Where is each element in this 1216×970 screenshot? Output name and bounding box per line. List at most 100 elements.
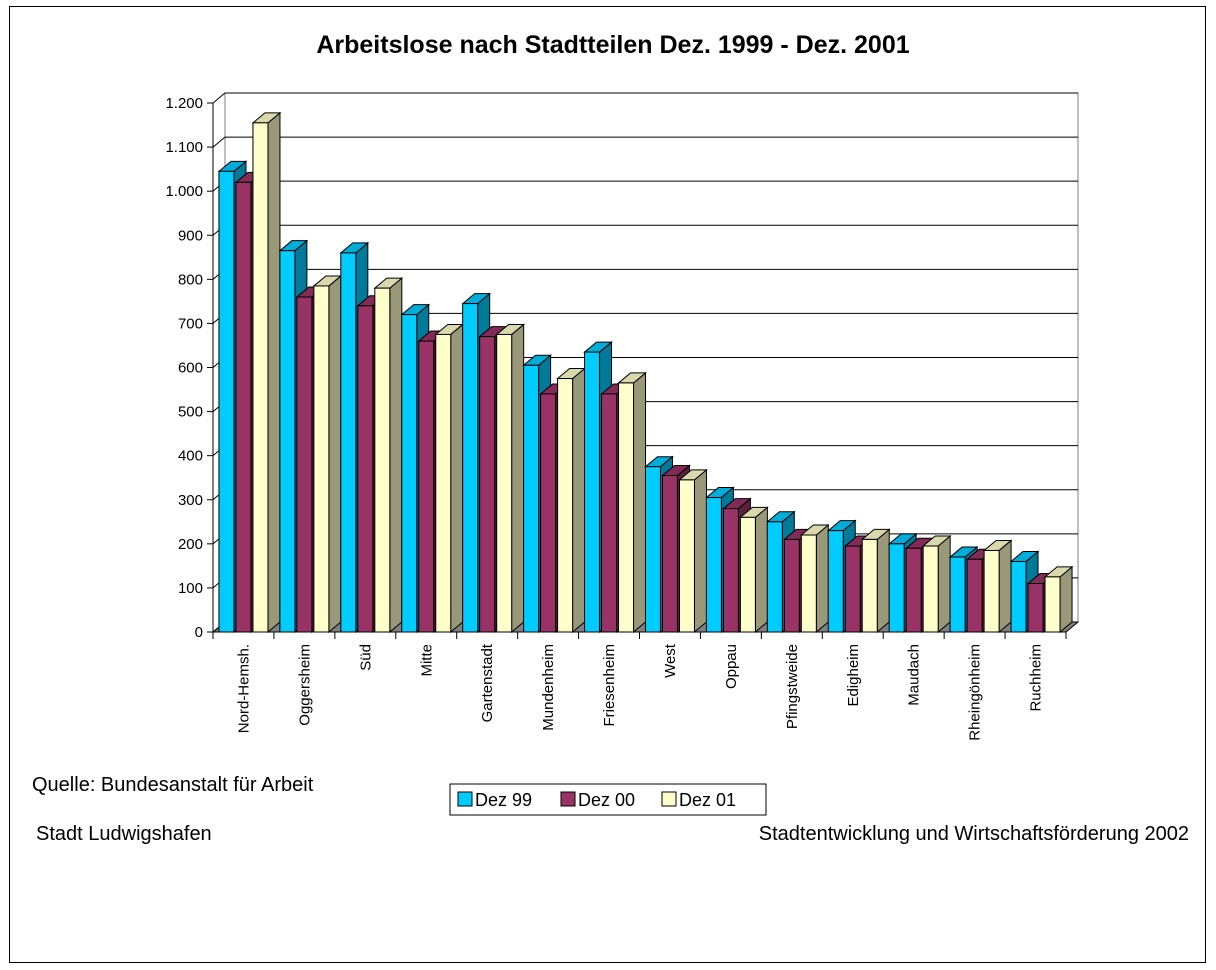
bar-front [218, 170, 235, 633]
bar-front [496, 333, 513, 633]
bar-front [462, 303, 479, 633]
bar [434, 323, 465, 634]
gridline [212, 92, 1078, 104]
bar-front [401, 314, 418, 633]
bar-side [267, 111, 281, 634]
bar-front [435, 333, 452, 633]
x-tick-label: West [662, 643, 679, 678]
y-tick-label: 900 [178, 227, 203, 244]
bar-front [844, 545, 861, 633]
x-tick-label: Gartenstadt [479, 643, 496, 722]
bar-front [601, 393, 618, 633]
bar [678, 468, 708, 634]
x-tick-label: Oppau [723, 644, 740, 689]
bars [217, 111, 1074, 634]
bar [1043, 565, 1074, 634]
x-tick-label: Edigheim [845, 644, 862, 707]
gridline [212, 136, 1078, 148]
bar-front [374, 287, 391, 633]
source-note: Quelle: Bundesanstalt für Arbeit [32, 774, 314, 796]
bar-side [389, 277, 403, 634]
bar-front [888, 543, 905, 633]
bar-front [722, 508, 739, 633]
x-tick-label: Ruchheim [1028, 644, 1045, 712]
x-tick-label: Mitte [418, 644, 435, 677]
bar [860, 528, 891, 634]
x-tick-label: Maudach [906, 644, 923, 706]
chart-title: Arbeitslose nach Stadtteilen Dez. 1999 -… [316, 31, 909, 59]
legend-box [449, 783, 767, 816]
bar-front [1010, 560, 1027, 633]
bar-side [1059, 565, 1073, 634]
x-tick-label: Oggersheim [296, 644, 313, 726]
bar-front [1044, 576, 1061, 633]
legend-label: Dez 99 [475, 790, 532, 810]
bar-front [252, 122, 269, 633]
legend-swatch [560, 791, 576, 807]
bar-front [235, 181, 252, 633]
bar-side [328, 274, 342, 634]
bar-front [557, 378, 574, 633]
y-tick-label: 700 [178, 315, 203, 332]
bar-front [983, 549, 1000, 633]
bar-front [540, 393, 557, 633]
x-tick-label: Rheingönheim [967, 644, 984, 741]
bar-front [1027, 583, 1044, 633]
x-axis: Nord-Hemsh. Oggersheim Süd Mitte Gartenstadt… [212, 631, 1067, 741]
bar-front [922, 545, 939, 633]
bar-chart: Arbeitslose nach Stadtteilen Dez. 1999 -… [165, 31, 1080, 816]
x-tick-label: Mundenheim [540, 644, 557, 731]
gridline [212, 224, 1078, 236]
bar-side [937, 534, 951, 634]
x-tick-label: Süd [357, 644, 374, 671]
bar-front [584, 351, 601, 633]
bar-front [644, 466, 661, 633]
bar [251, 111, 282, 634]
legend-label: Dez 01 [679, 790, 736, 810]
bar-side [998, 539, 1012, 634]
bar-side [450, 323, 464, 634]
bar-front [861, 538, 878, 633]
y-tick-label: 200 [178, 536, 203, 553]
y-tick-label: 100 [178, 580, 203, 597]
bar-side [693, 468, 707, 634]
bar-side [511, 323, 525, 634]
bar-front [705, 497, 722, 633]
legend-item: Dez 01 [661, 790, 736, 810]
y-tick-label: 800 [178, 271, 203, 288]
legend-item: Dez 00 [560, 790, 635, 810]
bar [799, 523, 830, 634]
y-tick-label: 600 [178, 360, 203, 377]
bar [373, 277, 404, 634]
bar-front [340, 252, 357, 633]
gridline [212, 180, 1078, 192]
x-tick-label: Pfingstweide [784, 644, 801, 729]
y-tick-label: 400 [178, 448, 203, 465]
bar-side [754, 506, 768, 634]
bar-front [949, 556, 966, 633]
y-tick-label: 0 [195, 624, 203, 641]
bar-front [279, 250, 296, 633]
bar [617, 371, 647, 634]
bar-side [815, 523, 829, 634]
bar-front [766, 521, 783, 633]
legend-swatch [661, 791, 677, 807]
bar [556, 367, 586, 634]
bar [982, 539, 1013, 634]
y-tick-label: 300 [178, 492, 203, 509]
bar [739, 506, 769, 634]
bar-front [661, 475, 678, 633]
y-tick-label: 500 [178, 404, 203, 421]
bar-front [678, 479, 695, 633]
footer-right: Stadtentwicklung und Wirtschaftsförderun… [758, 823, 1189, 845]
chart-frame: Arbeitslose nach Stadtteilen Dez. 1999 -… [9, 6, 1206, 963]
bar [495, 323, 526, 634]
y-axis: 0 100 200 300 400 500 600 700 800 900 1.000 1.100 1.… [165, 95, 214, 641]
y-tick-label: 1.000 [165, 183, 203, 200]
bar-side [572, 367, 586, 634]
x-tick-label: Nord-Hemsh. [235, 644, 252, 733]
legend-label: Dez 00 [578, 790, 635, 810]
bar-front [523, 364, 540, 633]
bar [921, 534, 952, 634]
y-tick-label: 1.100 [165, 139, 203, 156]
